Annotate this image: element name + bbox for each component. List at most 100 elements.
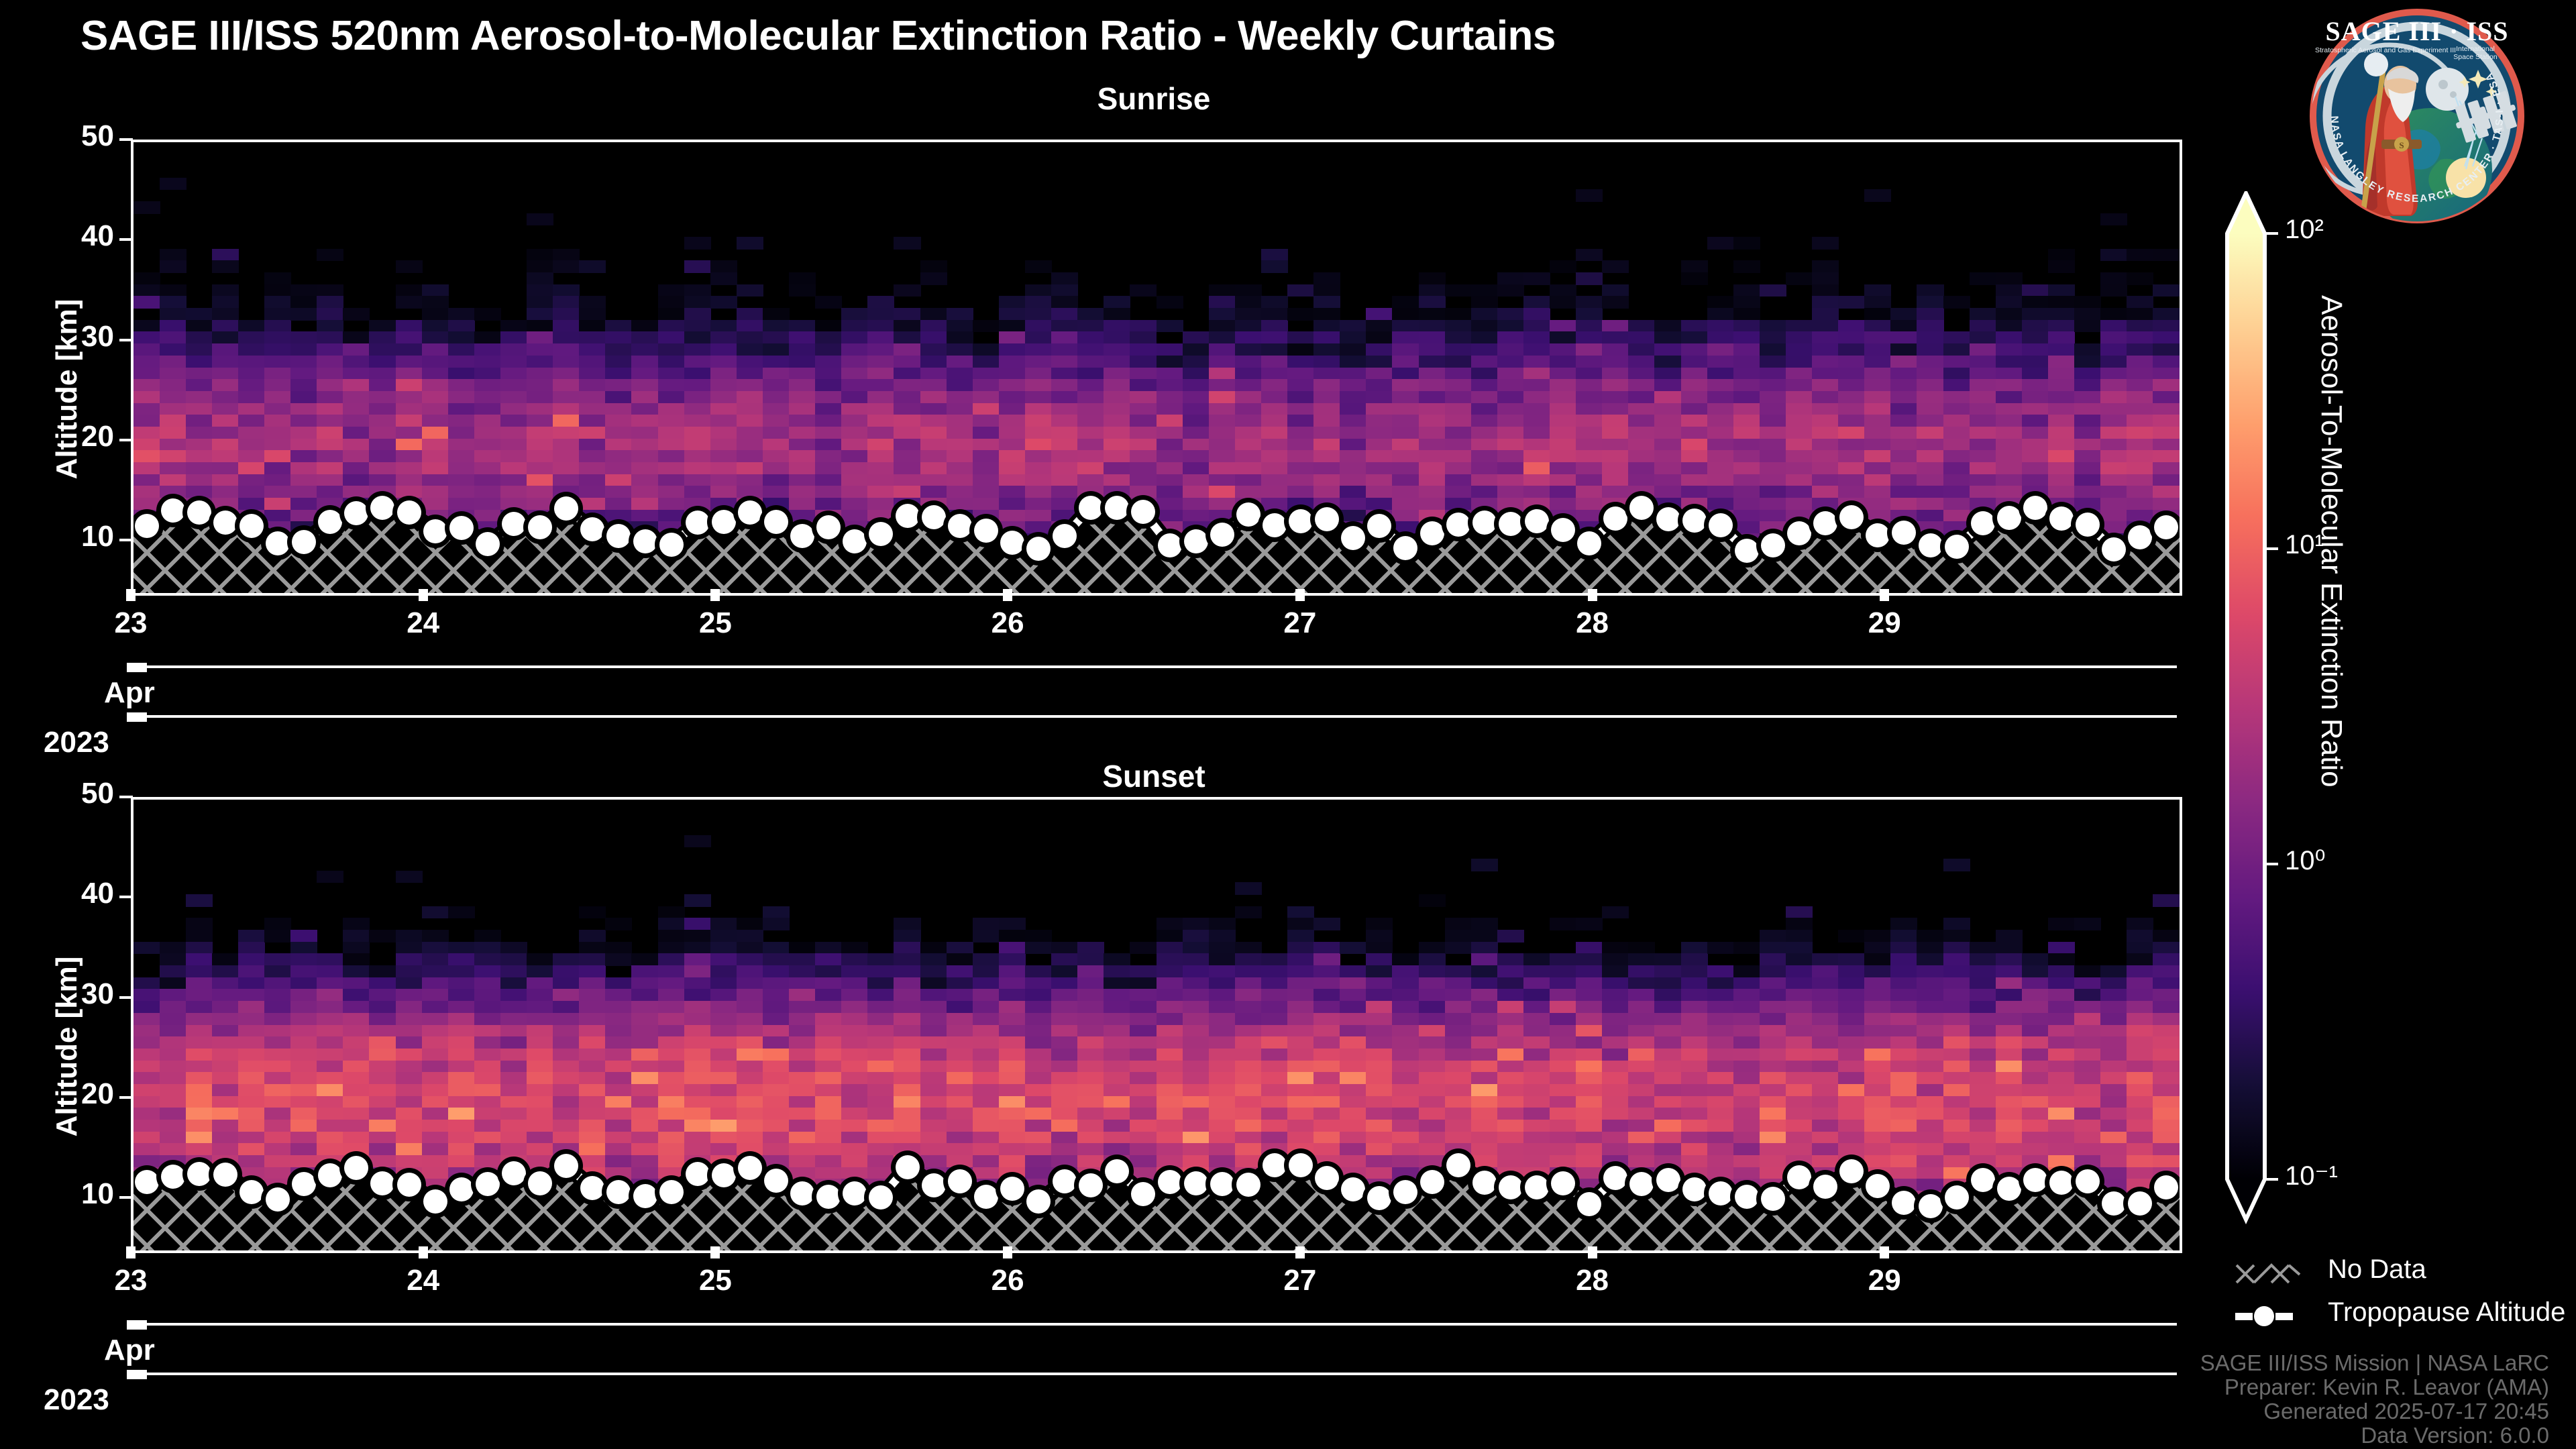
heatmap-cell [1260,415,1288,427]
heatmap-cell [1208,296,1236,309]
heatmap-cell [1943,379,1970,392]
tropopause-marker [1656,507,1680,532]
heatmap-cell [605,1095,633,1109]
heatmap-cell [2127,438,2154,451]
heatmap-cell [133,331,160,345]
heatmap-cell [684,989,711,1002]
heatmap-cell [1812,1108,1839,1120]
heatmap-cell [2074,1119,2102,1132]
heatmap-cell [237,474,265,487]
tropopause-marker [895,1155,920,1180]
heatmap-cell [579,906,606,919]
heatmap-cell [1917,930,1944,943]
x-axis-tick-mark [418,589,428,601]
heatmap-cell [185,355,213,368]
heatmap-cell [762,1024,790,1038]
heatmap-cell [1759,319,1786,333]
heatmap-cell [1550,989,1577,1002]
heatmap-cell [1130,438,1157,451]
heatmap-cell [2100,390,2128,404]
colorbar[interactable] [2225,191,2267,1224]
heatmap-cell [920,1131,947,1144]
heatmap-cell [1156,296,1183,309]
heatmap-cell [1024,379,1053,392]
heatmap-cell [1077,1001,1105,1014]
heatmap-cell [133,379,160,392]
heatmap-cell [1812,296,1839,309]
heatmap-cell [1497,355,1524,368]
heatmap-cell [1156,462,1183,475]
heatmap-cell [1051,308,1079,321]
heatmap-cell [946,402,973,416]
heatmap-cell [2074,965,2102,978]
heatmap-cell [1759,450,1786,463]
heatmap-cell [343,1119,370,1132]
heatmap-cell [1366,1060,1393,1073]
heatmap-cell [2074,1001,2102,1014]
heatmap-cell [894,930,921,943]
heatmap-cell [710,402,737,416]
heatmap-cell [1602,355,1629,368]
x-axis-tick-mark [1587,589,1597,601]
heatmap-cell [1943,402,1970,416]
x-axis-tick-label: 27 [1283,1264,1317,1297]
heatmap-cell [474,486,501,498]
heatmap-cell [1470,965,1498,978]
x-axis-tick-label: 28 [1576,1264,1609,1297]
heatmap-cell [2074,296,2102,309]
x-axis-year-label: 2023 [44,1383,109,1416]
heatmap-cell [447,390,475,404]
heatmap-cell [133,390,160,404]
heatmap-cell [710,1095,737,1109]
heatmap-cell [1208,1036,1236,1049]
heatmap-cell [1444,355,1472,368]
heatmap-cell [500,331,528,345]
heatmap-cell [211,953,239,967]
heatmap-cell [1418,1060,1446,1073]
heatmap-cell [1576,1048,1603,1061]
x-axis-tick-mark [1003,1246,1013,1258]
heatmap-cell [894,402,921,416]
heatmap-cell [684,1012,711,1026]
heatmap-cell [972,474,1000,487]
heatmap-cell [1024,930,1053,943]
heatmap-cell [1470,930,1498,943]
heatmap-cell [2074,486,2102,498]
heatmap-cell [1654,343,1682,356]
heatmap-cell [447,308,475,321]
heatmap-cell [447,462,475,475]
heatmap-cell [1890,402,1918,416]
heatmap-cell [1418,486,1446,498]
heatmap-cell [395,1001,423,1014]
heatmap-cell [1628,1095,1656,1109]
heatmap-cell [1156,1155,1183,1168]
heatmap-cell [369,474,396,487]
heatmap-cell [447,906,475,919]
heatmap-cell [1995,331,2023,345]
heatmap-cell [841,1095,869,1109]
heatmap-cell [1890,462,1918,475]
heatmap-cell [946,1108,973,1120]
heatmap-cell [1182,438,1210,451]
heatmap-cell [1576,953,1603,967]
heatmap-cell [1680,390,1708,404]
heatmap-cell [2047,989,2076,1002]
heatmap-cell [1366,1012,1393,1026]
heatmap-cell [789,1143,816,1156]
heatmap-cell [343,1108,370,1120]
heatmap-cell [1785,367,1813,380]
heatmap-cell [1523,1012,1551,1026]
heatmap-cell [972,438,1000,451]
heatmap-cell [317,379,344,392]
heatmap-cell [789,1119,816,1132]
heatmap-cell [1785,989,1813,1002]
heatmap-cell [1234,989,1262,1002]
heatmap-cell [1051,296,1079,309]
heatmap-cell [1995,450,2023,463]
heatmap-cell [2074,1036,2102,1049]
y-axis-label-sunset: Altitude [km] [50,956,83,1137]
heatmap-cell [237,355,265,368]
heatmap-cell [2021,1072,2049,1085]
heatmap-cell [841,355,869,368]
heatmap-cell [920,1001,947,1014]
